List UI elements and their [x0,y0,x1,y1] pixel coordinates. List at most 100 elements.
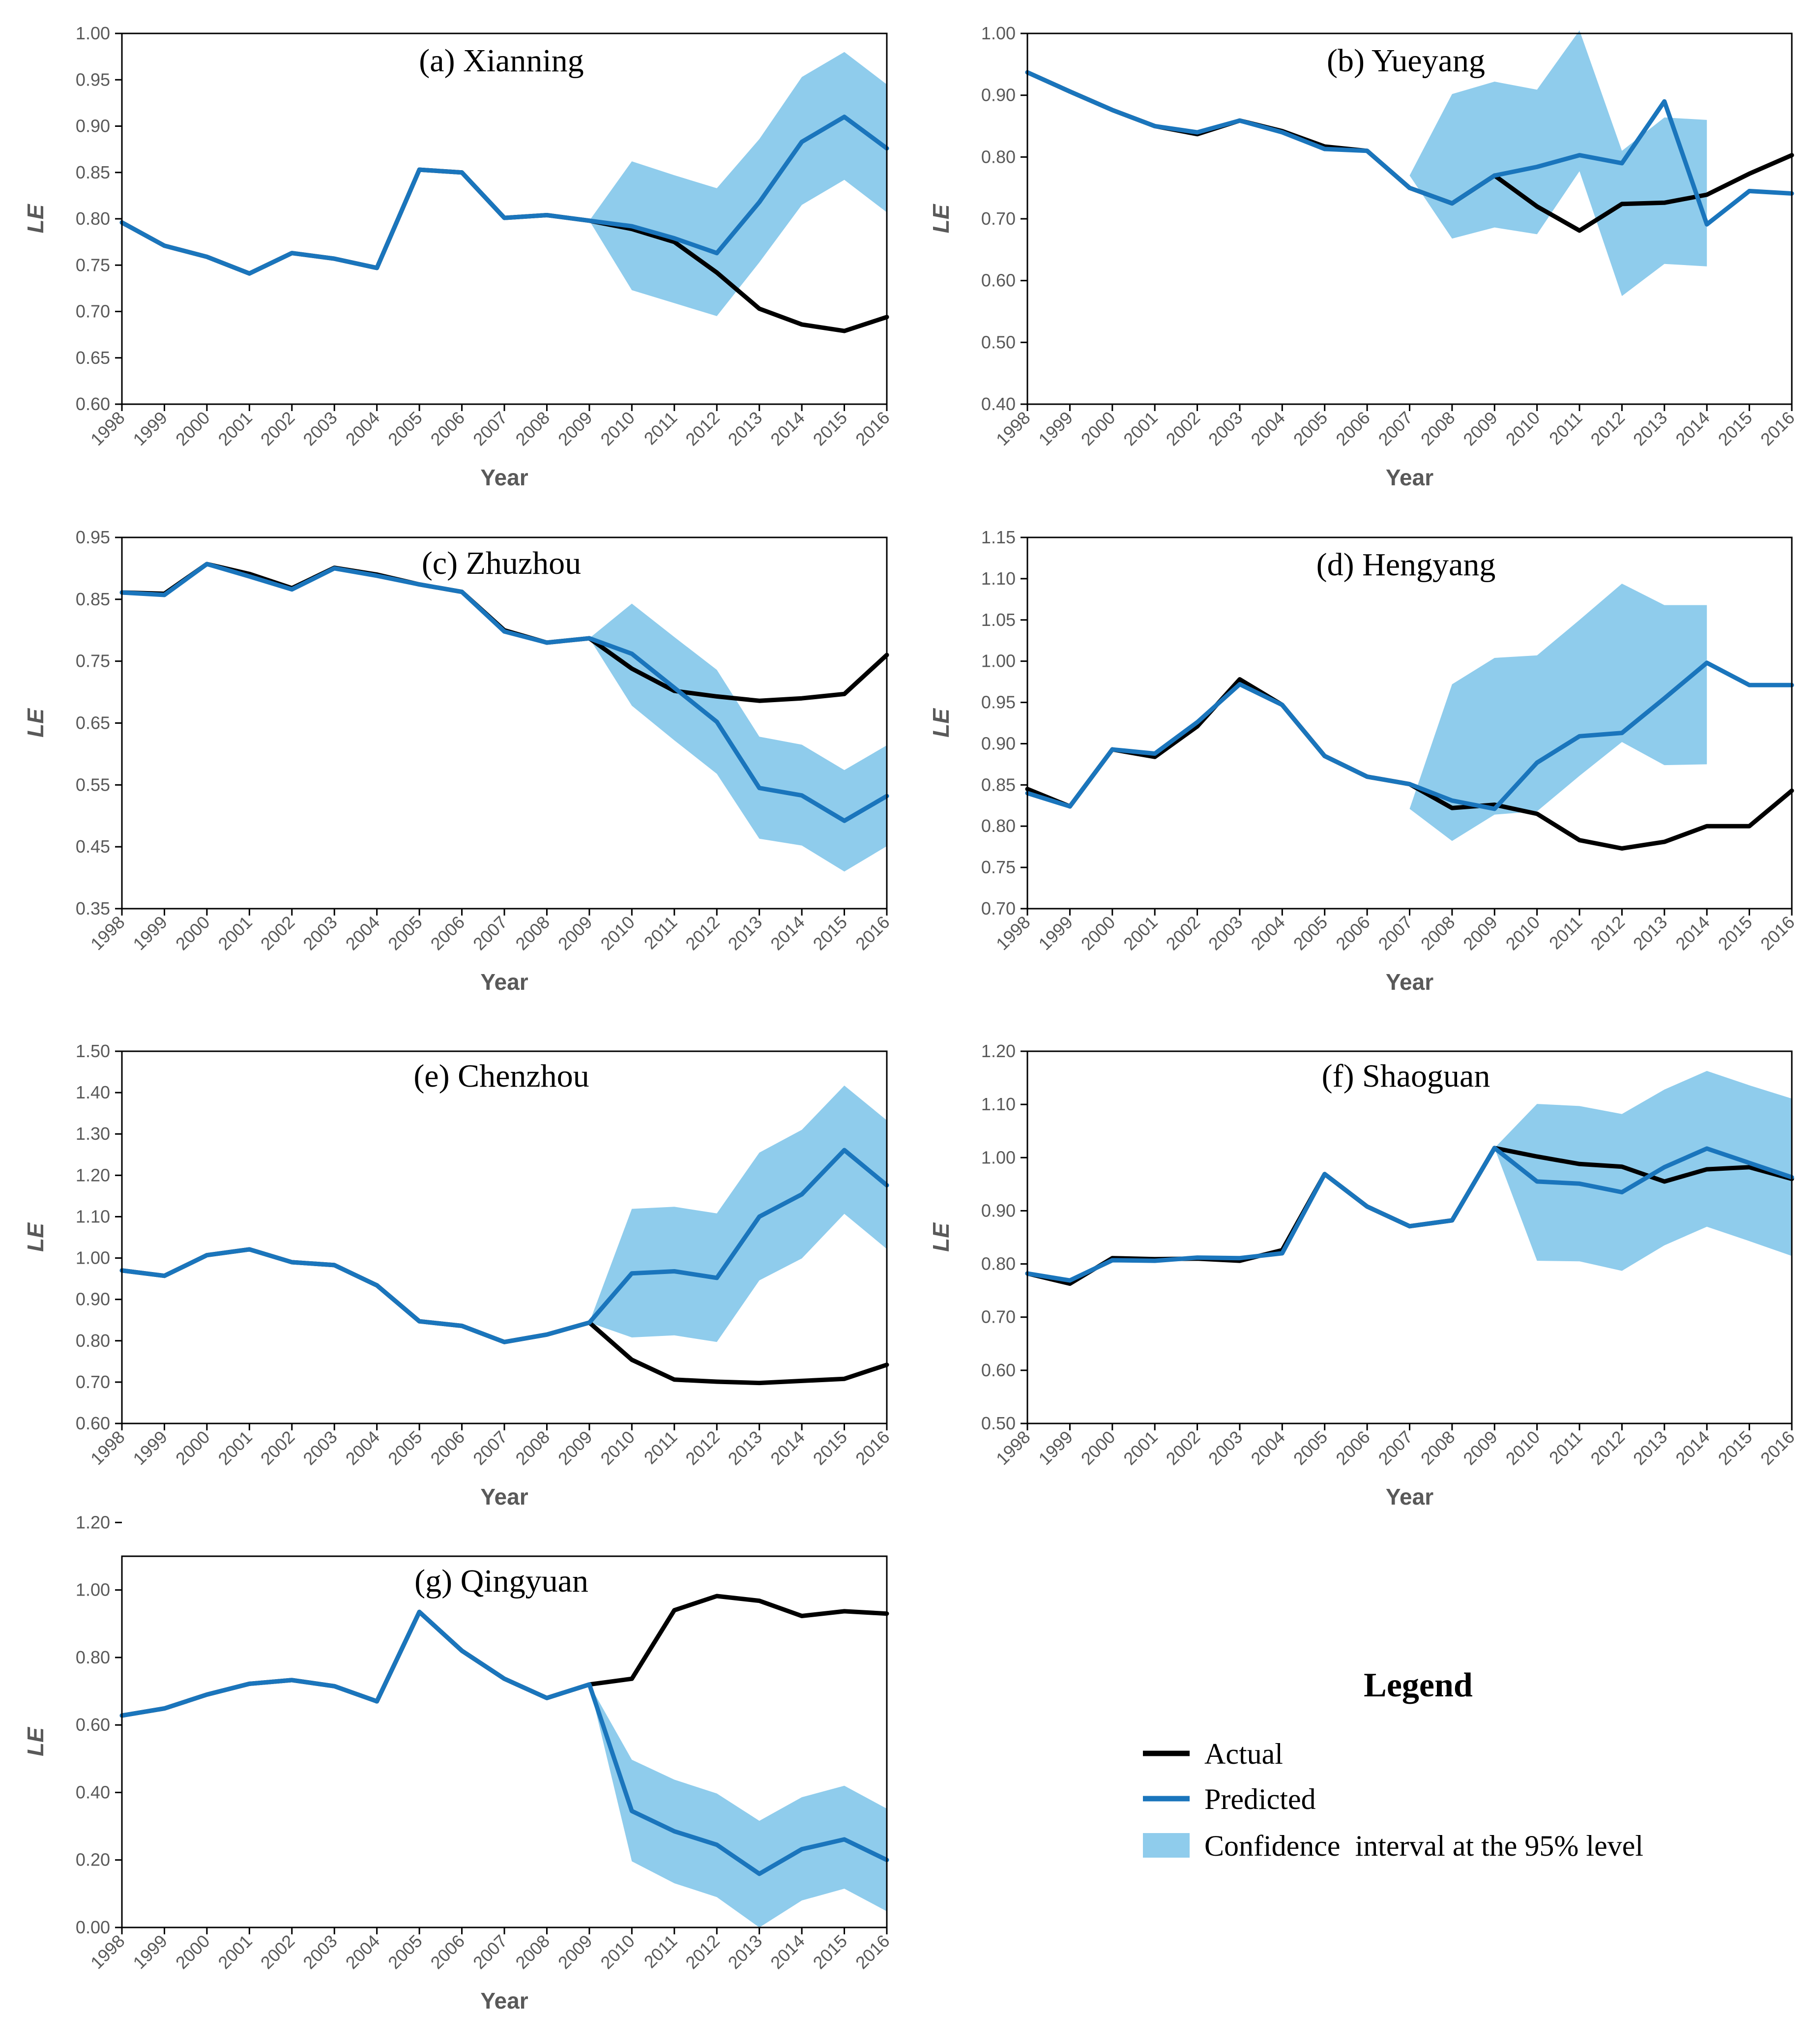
panel-g-ytick-label: 0.00 [76,1917,110,1937]
panel-b-xaxis-label: Year [1386,465,1433,490]
panel-b-ytick-label: 0.70 [981,208,1016,229]
panel-f-ytick-label: 0.90 [981,1200,1016,1220]
panel-c-ytick-label: 0.75 [76,651,110,671]
panel-c-ytick-label: 0.55 [76,774,110,795]
panel-f-ytick-label: 0.70 [981,1307,1016,1327]
panel-b-yueyang: (b) Yueyang 0.40 0.50 0.60 0.70 0.80 0.90 1.00… [928,23,1799,490]
panel-e-ytick-label: 1.30 [76,1124,110,1144]
panel-a-ytick-label: 0.75 [76,255,110,275]
panel-e-ci-band [589,1085,887,1342]
legend: Legend Actual Predicted Confidence inter… [1143,1666,1643,1862]
panel-b-yaxis-label: LE [928,204,954,233]
panel-d-ytick-label: 1.10 [981,568,1016,589]
panel-a-ytick-label: 1.00 [76,23,110,43]
panel-a-ytick-label: 0.80 [76,208,110,229]
panel-a-xaxis-label: Year [480,465,528,490]
panel-a-ytick-label: 0.70 [76,301,110,322]
legend-predicted-label: Predicted [1204,1783,1316,1815]
panel-b-ytick-label: 0.80 [981,147,1016,167]
panel-e-ytick-label: 1.00 [76,1248,110,1268]
panel-d-ytick-label: 1.00 [981,651,1016,671]
panel-d-ytick-label: 0.95 [981,692,1016,712]
panel-a-ci-band [589,52,887,316]
panel-e-ytick-label: 1.20 [76,1165,110,1185]
panel-e-ytick-label: 1.50 [76,1041,110,1061]
panel-a-ytick-label: 0.85 [76,162,110,182]
panel-e-xaxis-label: Year [480,1484,528,1510]
panel-b-ytick-label: 0.60 [981,270,1016,291]
panel-f-ytick-label: 0.80 [981,1254,1016,1274]
panel-g-ci-band [589,1684,887,1927]
panel-f-yaxis-label: LE [928,1222,954,1252]
panel-b-title: (b) Yueyang [1327,43,1485,79]
panel-e-ytick-label: 1.40 [76,1082,110,1102]
panel-f-title: (f) Shaoguan [1322,1058,1490,1094]
panel-a-ytick-label: 0.95 [76,69,110,89]
panel-c-title: (c) Zhuzhou [422,545,581,581]
legend-ci-label: Confidence interval at the 95% level [1204,1830,1643,1862]
panel-a-title: (a) Xianning [419,43,584,79]
panel-a-ytick-label: 0.60 [76,394,110,414]
panel-a-ytick-label: 0.90 [76,116,110,136]
panel-e-title: (e) Chenzhou [413,1058,589,1094]
panel-f-predicted-line [1025,1146,1794,1283]
panel-d-title: (d) Hengyang [1316,547,1496,583]
panel-b-ytick-label: 0.90 [981,85,1016,105]
panel-c-ytick-label: 0.95 [76,527,110,547]
panel-g-title: (g) Qingyuan [414,1563,588,1599]
panel-e-ytick-label: 0.60 [76,1413,110,1433]
panel-g-ytick-label: 0.40 [76,1782,110,1802]
panel-f-ytick-label: 1.00 [981,1147,1016,1167]
panel-e-ytick-label: 0.80 [76,1331,110,1351]
panel-f-xaxis-label: Year [1386,1484,1433,1510]
panel-f-ytick-label: 0.60 [981,1360,1016,1380]
panel-d-xaxis-label: Year [1386,969,1433,995]
panel-g-ytick-label: 0.60 [76,1715,110,1735]
panel-a-ytick-label: 0.65 [76,348,110,368]
panel-c-zhuzhou: (c) Zhuzhou 0.35 0.45 0.55 0.65 0.75 0.85 0.95… [23,527,894,995]
panel-b-ytick-label: 0.50 [981,332,1016,352]
panel-f-ytick-label: 1.10 [981,1094,1016,1114]
panel-d-predicted-line [1025,660,1794,811]
panel-c-ytick-label: 0.35 [76,898,110,918]
panel-a-predicted-line [119,115,889,276]
panel-d-ytick-label: 0.85 [981,774,1016,795]
panel-b-ytick-label: 0.40 [981,394,1016,414]
panel-g-ytick-label: 1.20 [76,1512,110,1532]
panel-g-predicted-line [119,1609,889,1876]
panel-e-yaxis-label: LE [23,1222,48,1252]
panel-c-ytick-label: 0.85 [76,589,110,609]
legend-ci-swatch [1143,1833,1190,1858]
panel-d-ytick-label: 1.15 [981,527,1016,547]
panel-f-ci-band [1494,1071,1792,1271]
panel-d-ci-band [1409,584,1707,841]
panel-g-xaxis-label: Year [480,1988,528,2014]
panel-b-ytick-label: 1.00 [981,23,1016,43]
panel-g-ytick-label: 1.00 [76,1580,110,1600]
panel-e-predicted-line [119,1148,889,1344]
panel-d-yaxis-label: LE [928,708,954,738]
panel-d-ytick-label: 0.70 [981,898,1016,918]
legend-title: Legend [1364,1666,1473,1704]
legend-actual-label: Actual [1204,1738,1283,1770]
panel-f-ytick-label: 1.20 [981,1041,1016,1061]
panel-f-ytick-label: 0.50 [981,1413,1016,1433]
panel-d-ytick-label: 0.75 [981,857,1016,877]
panel-a-yaxis-label: LE [23,204,48,233]
panel-c-ci-band [589,603,887,872]
panel-e-ytick-label: 0.90 [76,1289,110,1309]
panel-d-ytick-label: 0.90 [981,733,1016,753]
panel-b-predicted-line [1025,70,1794,227]
panel-g-ytick-label: 0.20 [76,1850,110,1870]
panel-g-yaxis-label: LE [23,1727,48,1756]
panel-g-ytick-label: 0.80 [76,1647,110,1667]
panel-e-ytick-label: 0.70 [76,1372,110,1392]
panel-c-predicted-line [119,562,889,823]
panel-c-yaxis-label: LE [23,708,48,738]
panel-c-ytick-label: 0.45 [76,836,110,857]
panel-c-ytick-label: 0.65 [76,713,110,733]
panel-d-ytick-label: 0.80 [981,816,1016,836]
panel-c-xaxis-label: Year [480,969,528,995]
panel-d-ytick-label: 1.05 [981,610,1016,630]
